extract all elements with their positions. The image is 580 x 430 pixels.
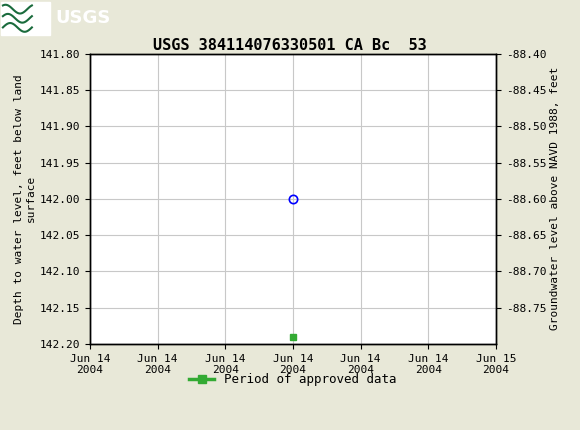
Text: USGS: USGS: [55, 9, 110, 27]
Legend: Period of approved data: Period of approved data: [184, 369, 401, 391]
Text: USGS 384114076330501 CA Bc  53: USGS 384114076330501 CA Bc 53: [153, 38, 427, 52]
FancyBboxPatch shape: [1, 2, 50, 35]
Y-axis label: Groundwater level above NAVD 1988, feet: Groundwater level above NAVD 1988, feet: [550, 67, 560, 331]
Y-axis label: Depth to water level, feet below land
surface: Depth to water level, feet below land su…: [14, 74, 35, 324]
